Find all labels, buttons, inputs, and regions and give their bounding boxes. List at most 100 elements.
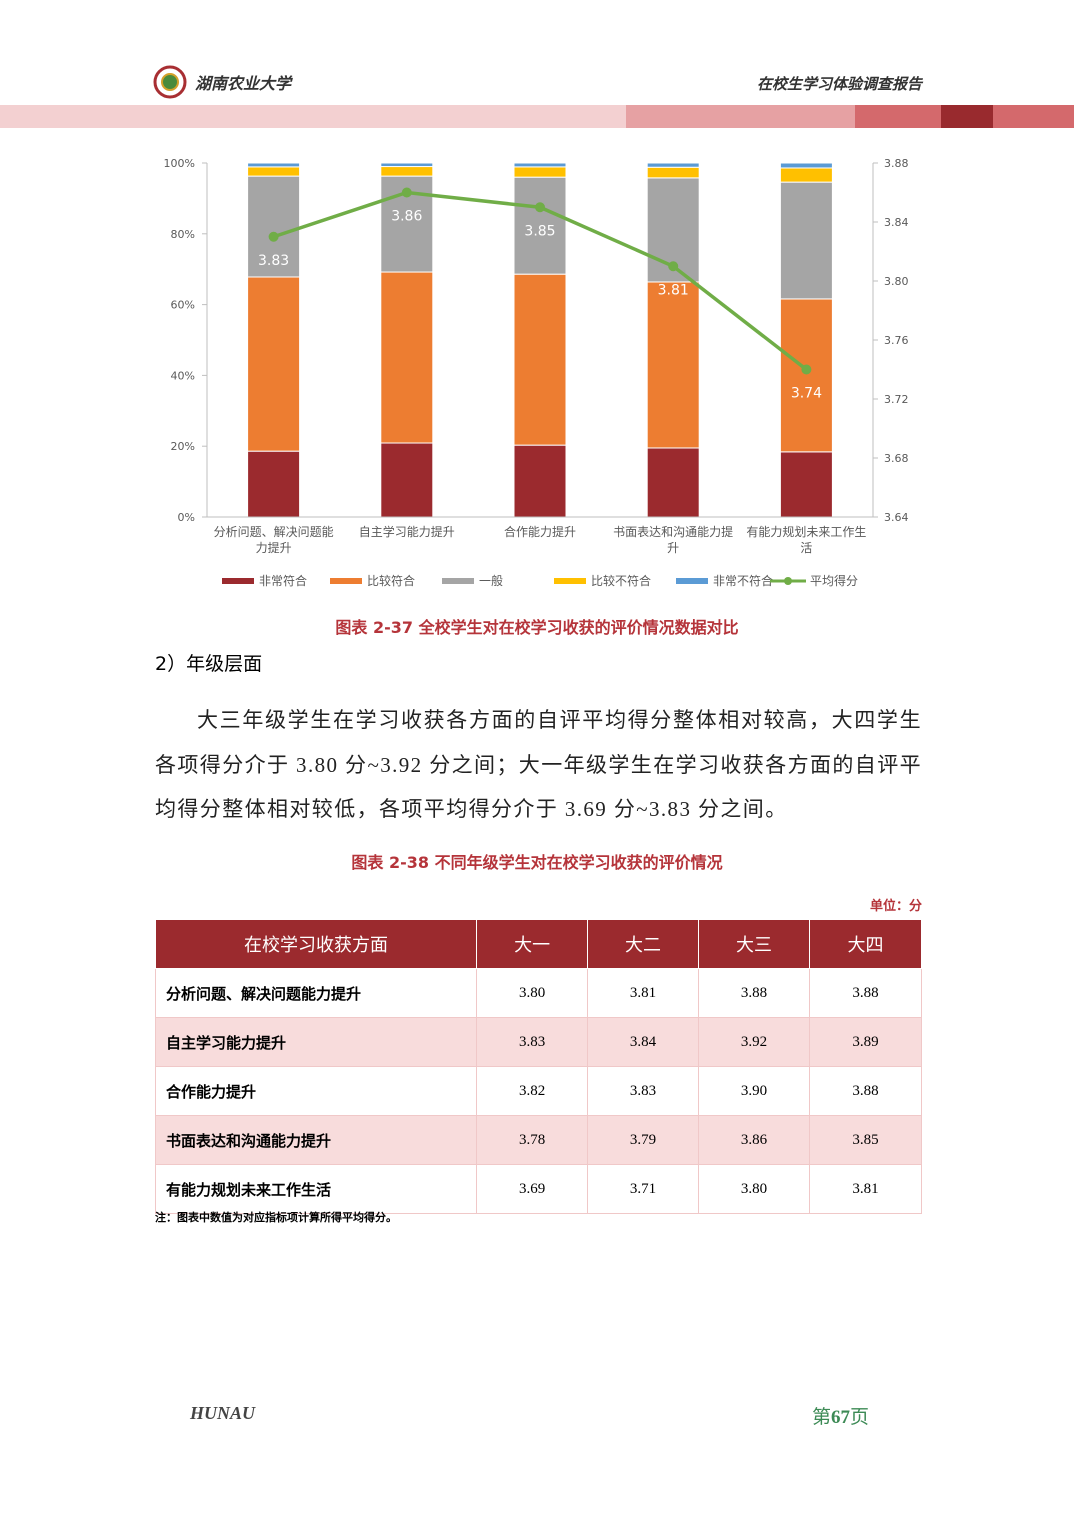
band	[941, 105, 993, 128]
cell: 3.83	[476, 1017, 589, 1067]
marker	[801, 364, 812, 375]
y-tick-label: 80%	[171, 228, 195, 241]
cell: 3.81	[587, 968, 700, 1018]
page-number: 第67页	[812, 1402, 869, 1429]
bar-segment	[380, 271, 434, 444]
cell: 3.88	[809, 968, 922, 1018]
page-prefix: 第	[812, 1407, 832, 1428]
bar-segment	[380, 166, 434, 177]
header-cell: 大三	[698, 919, 810, 969]
page-num: 67	[831, 1407, 851, 1428]
note: 注：图表中数值为对应指标项计算所得平均得分。	[155, 1211, 397, 1224]
chart: 湖南农业大学 在校生学习体验调查报告 0% 20% 40% 60% 80% 100% 3.6…	[0, 65, 1074, 588]
logo	[161, 73, 179, 91]
bar-segment	[513, 166, 567, 178]
band	[993, 105, 1074, 128]
bar-segment	[380, 442, 434, 518]
y-tick-label: 100%	[164, 157, 195, 170]
y2-tick-label: 3.76	[884, 334, 909, 347]
cell: 3.81	[809, 1164, 922, 1214]
legend-swatch	[784, 577, 792, 585]
x-tick-label: 自主学习能力提升	[358, 525, 455, 539]
row: 有能力规划未来工作生活 3.69 3.71 3.80 3.81	[154, 1164, 922, 1214]
cell: 3.88	[809, 1066, 922, 1116]
cell: 3.85	[809, 1115, 922, 1165]
data-label: 3.86	[391, 209, 422, 225]
x-tick-label: 分析问题、解决问题能力提升	[213, 525, 334, 555]
cell: 有能力规划未来工作生活	[154, 1164, 478, 1214]
y2-tick-label: 3.68	[884, 452, 909, 465]
bar-segment	[247, 450, 301, 518]
unit: 单位：分	[869, 899, 922, 914]
x-tick-label: 有能力规划未来工作生活	[746, 525, 867, 555]
marker	[535, 202, 545, 213]
bar-segment	[779, 181, 833, 300]
bar-segment	[779, 167, 833, 183]
cell: 3.80	[698, 1164, 810, 1214]
footer-brand: HUNAU	[190, 1403, 256, 1423]
y2-tick-label: 3.88	[884, 157, 909, 170]
data-label: 3.74	[791, 386, 822, 402]
x-tick-label: 书面表达和沟通能力提升	[613, 525, 734, 555]
row: 书面表达和沟通能力提升 3.78 3.79 3.86 3.85	[154, 1115, 922, 1165]
cell: 合作能力提升	[154, 1066, 478, 1116]
legend-label: 比较符合	[367, 573, 415, 588]
band	[626, 105, 855, 128]
bar-segment	[779, 298, 833, 453]
cell: 3.83	[587, 1066, 700, 1116]
bar-segment	[646, 447, 700, 518]
bar-segment	[380, 162, 434, 168]
page-suffix: 页	[850, 1407, 870, 1428]
bar-segment	[247, 162, 301, 168]
y2-tick-label: 3.72	[884, 393, 909, 406]
bar-segment	[513, 444, 567, 518]
cell: 3.92	[698, 1017, 810, 1067]
band	[855, 105, 941, 128]
cell: 3.84	[587, 1017, 700, 1067]
marker	[401, 187, 412, 198]
x-tick-label: 合作能力提升	[503, 525, 576, 539]
cell: 3.88	[698, 968, 810, 1018]
paragraph: 大三年级学生在学习收获各方面的自评平均得分整体相对较高，大四学生各项得分介于 3…	[155, 708, 923, 821]
legend-label: 非常不符合	[713, 573, 773, 588]
y-tick-label: 0%	[178, 511, 195, 524]
row: 分析问题、解决问题能力提升 3.80 3.81 3.88 3.88	[154, 968, 922, 1018]
legend-swatch	[676, 578, 708, 584]
header-right: 在校生学习体验调查报告	[757, 75, 924, 93]
cell: 3.71	[587, 1164, 700, 1214]
header-cell: 在校学习收获方面	[154, 919, 478, 969]
bar-segment	[247, 276, 301, 452]
legend-swatch	[554, 578, 586, 584]
bar-segment	[646, 281, 700, 449]
cell: 3.79	[587, 1115, 700, 1165]
y-tick-label: 60%	[171, 299, 195, 312]
y2-tick-label: 3.84	[884, 216, 909, 229]
row: 合作能力提升 3.82 3.83 3.90 3.88	[154, 1066, 922, 1116]
cell: 自主学习能力提升	[154, 1017, 478, 1067]
cell: 3.78	[476, 1115, 589, 1165]
marker	[668, 261, 679, 272]
caption: 图表 2-38 不同年级学生对在校学习收获的评价情况	[351, 853, 723, 872]
bar-segment	[646, 162, 700, 168]
header-row: 在校学习收获方面 大一 大二 大三 大四	[154, 919, 922, 969]
row: 自主学习能力提升 3.83 3.84 3.92 3.89	[154, 1017, 922, 1067]
data-label: 3.81	[658, 282, 689, 298]
data-label: 3.85	[524, 223, 555, 239]
y2-tick-label: 3.64	[884, 511, 909, 524]
band	[0, 105, 626, 128]
bar-segment	[513, 273, 567, 446]
header-cell: 大一	[476, 919, 589, 969]
bar-segment	[779, 162, 833, 169]
cell: 3.82	[476, 1066, 589, 1116]
bar-segment	[513, 162, 567, 168]
cell: 3.69	[476, 1164, 589, 1214]
marker	[268, 231, 279, 242]
cell: 书面表达和沟通能力提升	[154, 1115, 478, 1165]
legend-label: 比较不符合	[591, 573, 651, 588]
legend-label: 平均得分	[810, 573, 858, 588]
cell: 3.90	[698, 1066, 810, 1116]
header-cell: 大二	[587, 919, 700, 969]
legend-swatch	[442, 578, 474, 584]
table: 在校学习收获方面 大一 大二 大三 大四 分析问题、解决问题能力提升 3.80 3.81 3.8…	[154, 919, 922, 1214]
